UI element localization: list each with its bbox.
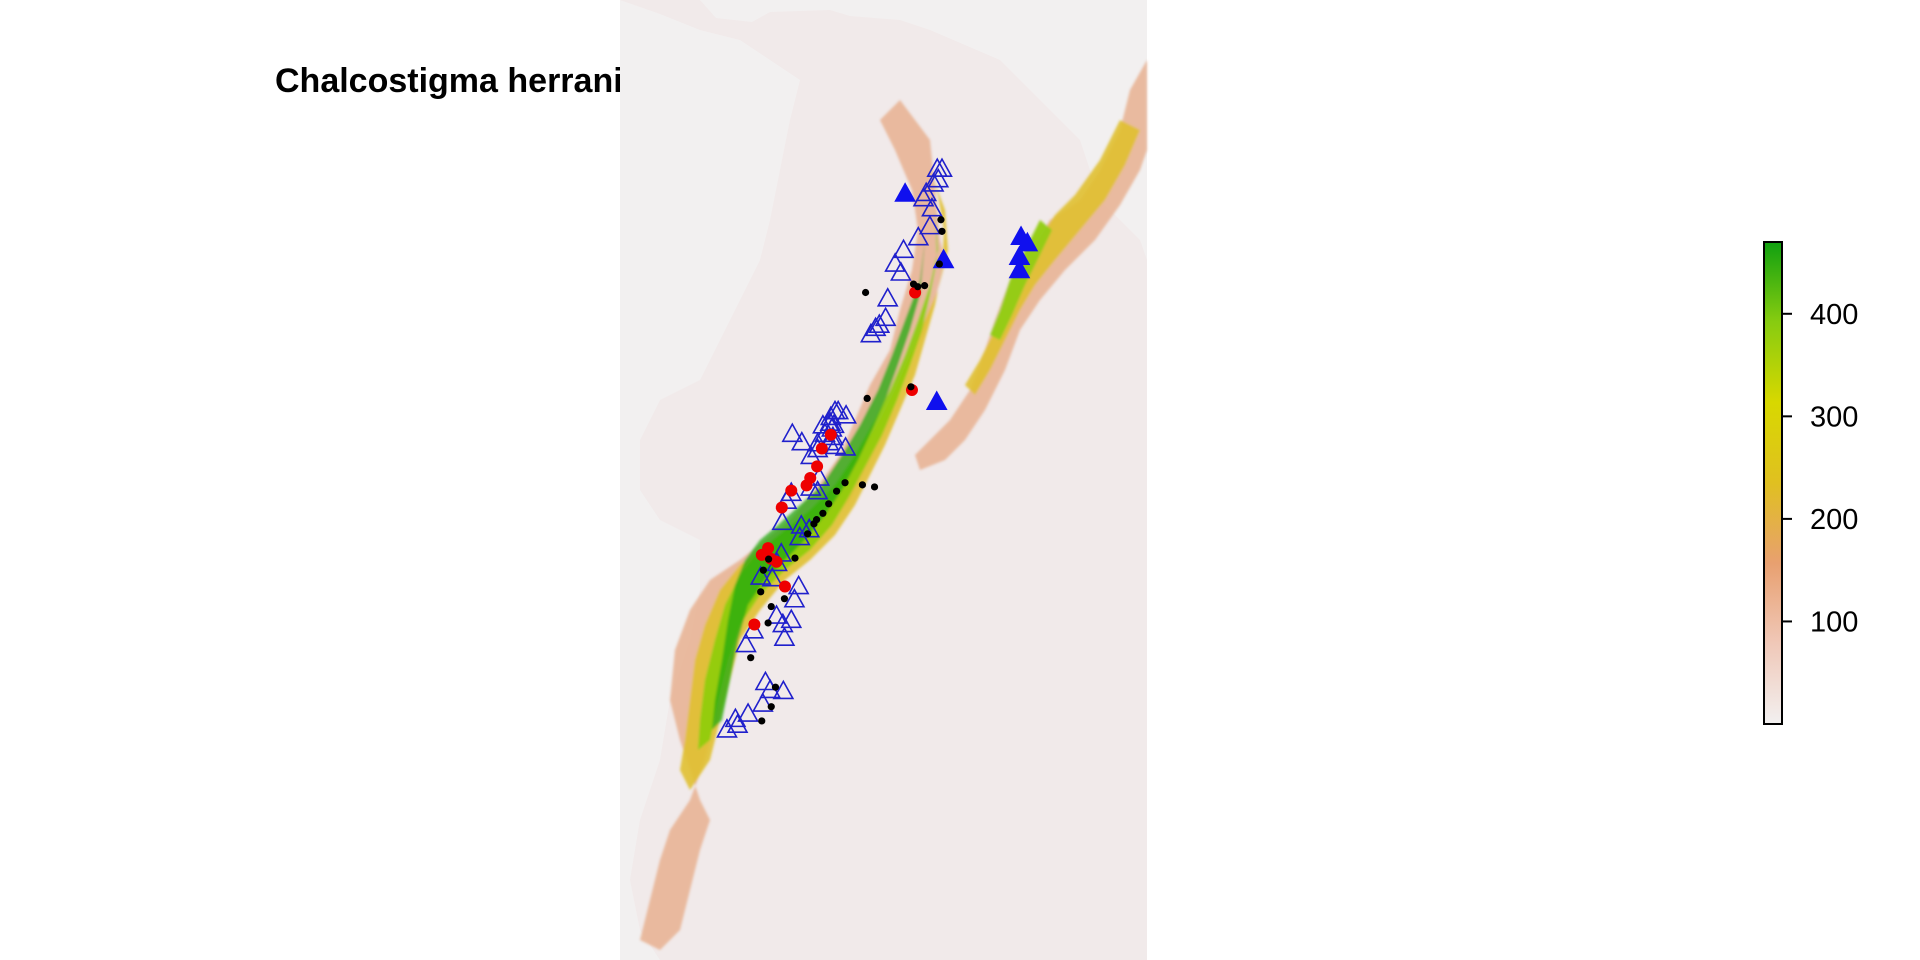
open-triangle-marker [761, 566, 784, 587]
black-point-marker [909, 280, 918, 288]
black-point-marker [810, 520, 818, 528]
red-point-marker [755, 548, 768, 561]
open-triangle-marker [772, 679, 795, 700]
legend-tick-label: 200 [1810, 504, 1858, 536]
legend-ticks: 100 200 300 400 [1782, 299, 1858, 638]
black-point-marker [771, 683, 780, 691]
open-triangle-marker [735, 632, 757, 653]
black-point-marker [804, 530, 812, 538]
open-triangle-marker [799, 444, 822, 465]
open-triangle-marker [742, 619, 765, 639]
open-triangle-marker [749, 565, 772, 585]
legend-tick-label: 100 [1810, 606, 1858, 638]
open-triangle-marker [824, 434, 847, 455]
open-triangle-marker [781, 422, 804, 443]
open-triangle-marker [724, 707, 747, 728]
open-triangle-marker [864, 316, 887, 337]
black-point-marker [841, 479, 849, 487]
filled-triangle-marker [894, 182, 916, 202]
open-triangle-marker [726, 713, 749, 733]
black-point-marker [858, 481, 867, 489]
open-triangle-marker [780, 608, 803, 629]
black-point-marker [757, 588, 765, 596]
black-point-marker [921, 282, 929, 290]
red-point-marker [815, 442, 828, 455]
black-point-marker [861, 288, 870, 297]
red-point-marker [800, 479, 813, 492]
open-triangle-marker [787, 574, 810, 595]
legend-tick-label: 300 [1810, 401, 1858, 433]
open-triangle-marker [716, 718, 738, 738]
open-triangle-marker [922, 172, 945, 192]
open-triangle-marker [765, 604, 788, 624]
open-triangle-marker [834, 436, 857, 456]
open-triangle-marker [751, 692, 774, 712]
open-triangle-marker [737, 702, 759, 722]
filled-triangle-marker [1016, 231, 1039, 252]
black-point-layer [747, 216, 946, 725]
black-point-marker [832, 487, 841, 495]
legend-tick-label: 400 [1810, 299, 1858, 331]
black-point-marker [825, 500, 833, 508]
open-triangle-marker [819, 405, 842, 426]
black-point-marker [937, 216, 945, 224]
suitability-legend: 100 200 300 400 [1763, 241, 1858, 725]
legend-colorbar [1763, 241, 1783, 725]
open-triangle-marker [876, 287, 899, 307]
open-triangle-marker [868, 313, 891, 333]
black-point-marker [780, 595, 789, 603]
black-point-marker [935, 260, 943, 268]
black-point-marker [791, 554, 799, 562]
open-triangle-marker [806, 479, 829, 500]
open-triangle-marker [884, 252, 906, 272]
open-triangle-marker [926, 157, 949, 177]
open-triangle-marker [788, 525, 811, 546]
open-triangle-marker [927, 167, 950, 188]
open-triangle-marker [919, 214, 941, 235]
black-point-marker [863, 394, 871, 403]
red-point-marker [778, 580, 791, 593]
black-point-marker [870, 483, 879, 491]
open-triangle-marker [912, 186, 935, 207]
open-triangle-marker [783, 588, 806, 608]
open-triangle-marker [890, 261, 912, 281]
open-triangle-marker [771, 510, 794, 531]
black-point-marker [938, 227, 946, 235]
black-point-marker [764, 619, 772, 627]
black-point-marker [759, 566, 767, 574]
black-point-marker [758, 717, 766, 725]
filled-triangle-marker [925, 390, 948, 410]
red-point-marker [770, 555, 783, 568]
black-point-marker [819, 509, 827, 517]
filled-triangle-marker [1008, 258, 1031, 279]
map-panel [620, 0, 1147, 960]
open-triangle-marker [859, 322, 882, 343]
open-triangle-marker [907, 225, 930, 246]
open-triangle-layer [716, 157, 953, 738]
open-triangle-marker [921, 196, 943, 217]
open-triangle-marker [773, 626, 796, 647]
black-point-marker [767, 602, 775, 611]
black-point-marker [765, 555, 773, 563]
red-point-marker [824, 428, 837, 441]
black-point-marker [747, 654, 755, 662]
red-point-marker [785, 484, 798, 497]
open-triangle-marker [812, 414, 834, 434]
black-point-marker [767, 703, 775, 711]
red-point-marker [748, 618, 761, 631]
open-triangle-marker [892, 238, 915, 259]
black-point-marker [907, 383, 915, 391]
red-point-marker [775, 501, 788, 514]
red-point-layer [748, 286, 922, 631]
red-point-marker [811, 460, 824, 473]
